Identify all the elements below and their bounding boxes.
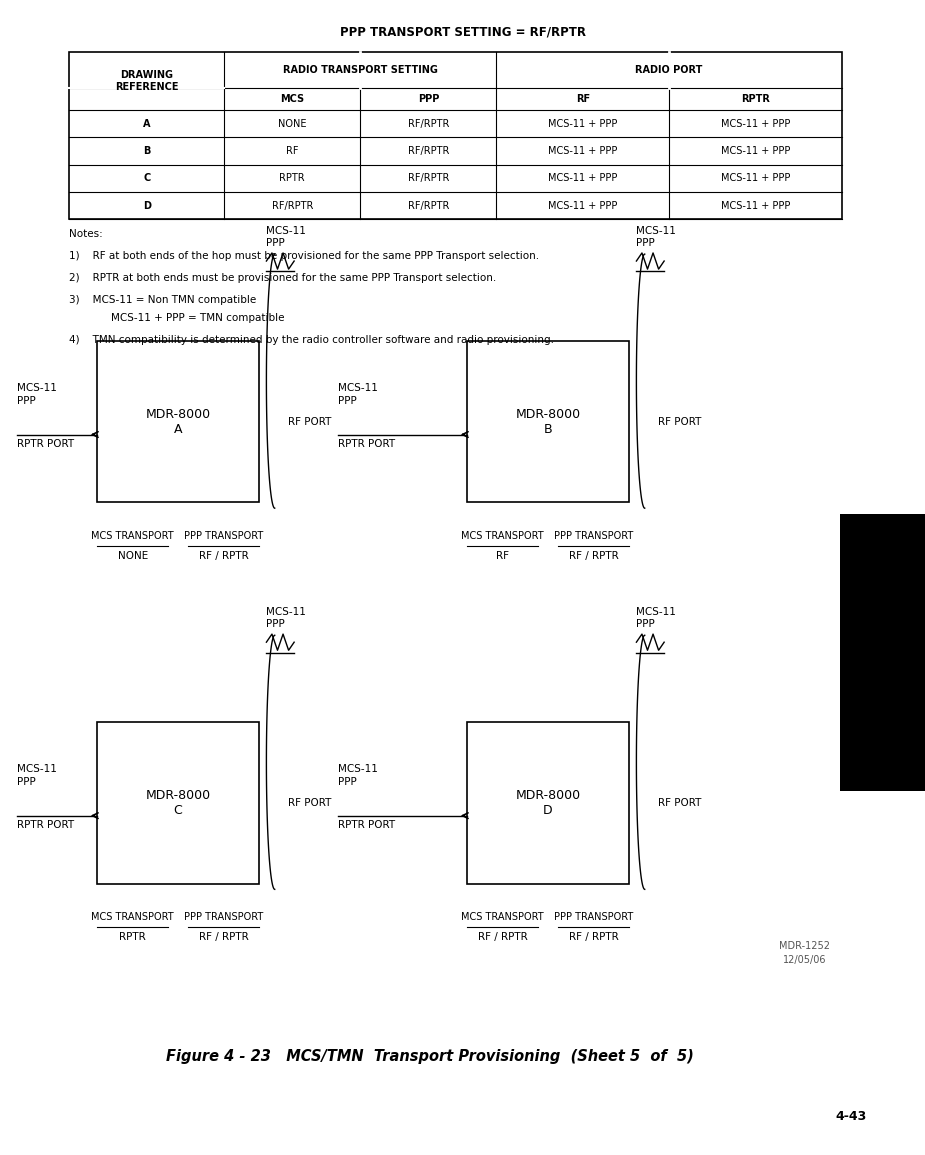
Text: MCS-11 + PPP: MCS-11 + PPP bbox=[548, 146, 617, 156]
Text: RF PORT: RF PORT bbox=[658, 798, 701, 807]
Text: D: D bbox=[142, 201, 151, 210]
Bar bbox=[467, 341, 629, 502]
Text: 2)    RPTR at both ends must be provisioned for the same PPP Transport selection: 2) RPTR at both ends must be provisioned… bbox=[69, 273, 497, 283]
Text: MDR-8000
A: MDR-8000 A bbox=[145, 408, 211, 435]
Text: RF: RF bbox=[496, 551, 510, 561]
Text: RPTR: RPTR bbox=[279, 173, 305, 184]
Text: RF PORT: RF PORT bbox=[658, 417, 701, 426]
Text: MCS-11 + PPP: MCS-11 + PPP bbox=[548, 201, 617, 210]
Text: PPP TRANSPORT: PPP TRANSPORT bbox=[184, 912, 263, 923]
Text: PPP TRANSPORT: PPP TRANSPORT bbox=[554, 531, 633, 542]
Text: MCS TRANSPORT: MCS TRANSPORT bbox=[92, 912, 174, 923]
Text: RF/RPTR: RF/RPTR bbox=[408, 146, 449, 156]
Text: MCS-11 + PPP: MCS-11 + PPP bbox=[721, 146, 790, 156]
Text: MCS TRANSPORT: MCS TRANSPORT bbox=[462, 531, 544, 542]
Bar bbox=[97, 341, 259, 502]
Text: B: B bbox=[143, 146, 151, 156]
Text: RF / RPTR: RF / RPTR bbox=[569, 551, 618, 561]
Text: MCS-11
PPP: MCS-11 PPP bbox=[338, 383, 377, 405]
Text: C: C bbox=[143, 173, 151, 184]
Bar bbox=[840, 514, 925, 791]
Text: MDR-8000
C: MDR-8000 C bbox=[145, 789, 211, 817]
Text: NONE: NONE bbox=[117, 551, 148, 561]
Text: MCS-11
PPP: MCS-11 PPP bbox=[338, 765, 377, 787]
Text: NONE: NONE bbox=[278, 119, 306, 128]
Text: RF/RPTR: RF/RPTR bbox=[272, 201, 313, 210]
Text: RPTR PORT: RPTR PORT bbox=[338, 820, 395, 830]
Text: MCS-11
PPP: MCS-11 PPP bbox=[17, 765, 56, 787]
Text: MCS-11 + PPP: MCS-11 + PPP bbox=[721, 119, 790, 128]
Text: MCS-11
PPP: MCS-11 PPP bbox=[266, 608, 306, 629]
Text: RF: RF bbox=[286, 146, 299, 156]
Text: 4-43: 4-43 bbox=[835, 1110, 867, 1123]
Text: RF/RPTR: RF/RPTR bbox=[408, 201, 449, 210]
Text: 3)    MCS-11 = Non TMN compatible: 3) MCS-11 = Non TMN compatible bbox=[69, 295, 256, 305]
Bar bbox=[467, 722, 629, 884]
Text: 4)    TMN compatibility is determined by the radio controller software and radio: 4) TMN compatibility is determined by th… bbox=[69, 335, 554, 345]
Text: RPTR PORT: RPTR PORT bbox=[338, 439, 395, 449]
Text: RADIO PORT: RADIO PORT bbox=[635, 65, 703, 75]
Text: PPP TRANSPORT SETTING = RF/RPTR: PPP TRANSPORT SETTING = RF/RPTR bbox=[339, 25, 586, 38]
Text: MCS: MCS bbox=[280, 95, 304, 104]
Text: PPP TRANSPORT: PPP TRANSPORT bbox=[184, 531, 263, 542]
Text: 1)    RF at both ends of the hop must be provisioned for the same PPP Transport : 1) RF at both ends of the hop must be pr… bbox=[69, 251, 539, 261]
Text: RPTR PORT: RPTR PORT bbox=[17, 820, 74, 830]
Text: MCS-11
PPP: MCS-11 PPP bbox=[266, 226, 306, 248]
Text: RF / RPTR: RF / RPTR bbox=[199, 932, 248, 942]
Text: RF/RPTR: RF/RPTR bbox=[408, 173, 449, 184]
Text: MCS TRANSPORT: MCS TRANSPORT bbox=[92, 531, 174, 542]
Text: MCS-11
PPP: MCS-11 PPP bbox=[17, 383, 56, 405]
Text: MCS-11
PPP: MCS-11 PPP bbox=[636, 226, 676, 248]
Text: RF PORT: RF PORT bbox=[288, 417, 331, 426]
Text: Figure 4 - 23   MCS/TMN  Transport Provisioning  (Sheet 5  of  5): Figure 4 - 23 MCS/TMN Transport Provisio… bbox=[166, 1050, 694, 1064]
Text: RADIO TRANSPORT SETTING: RADIO TRANSPORT SETTING bbox=[283, 65, 438, 75]
Text: MCS-11 + PPP: MCS-11 + PPP bbox=[548, 119, 617, 128]
Text: MDR-1252
12/05/06: MDR-1252 12/05/06 bbox=[779, 941, 831, 964]
Text: RF PORT: RF PORT bbox=[288, 798, 331, 807]
Text: MCS-11 + PPP: MCS-11 + PPP bbox=[721, 201, 790, 210]
Text: PPP: PPP bbox=[418, 95, 439, 104]
Text: RF / RPTR: RF / RPTR bbox=[478, 932, 527, 942]
Bar bbox=[97, 722, 259, 884]
Text: MCS-11 + PPP = TMN compatible: MCS-11 + PPP = TMN compatible bbox=[111, 313, 285, 323]
Text: RF/RPTR: RF/RPTR bbox=[408, 119, 449, 128]
Text: MCS-11
PPP: MCS-11 PPP bbox=[636, 608, 676, 629]
Text: MCS-11 + PPP: MCS-11 + PPP bbox=[721, 173, 790, 184]
Text: MDR-8000
B: MDR-8000 B bbox=[515, 408, 581, 435]
Bar bbox=[69, 52, 842, 219]
Text: RF / RPTR: RF / RPTR bbox=[199, 551, 248, 561]
Text: RPTR PORT: RPTR PORT bbox=[17, 439, 74, 449]
Text: Notes:: Notes: bbox=[69, 229, 103, 239]
Text: RF: RF bbox=[575, 95, 590, 104]
Text: PPP TRANSPORT: PPP TRANSPORT bbox=[554, 912, 633, 923]
Text: A: A bbox=[143, 119, 151, 128]
Text: RF / RPTR: RF / RPTR bbox=[569, 932, 618, 942]
Text: MDR-8000
D: MDR-8000 D bbox=[515, 789, 581, 817]
Text: MCS TRANSPORT: MCS TRANSPORT bbox=[462, 912, 544, 923]
Text: RPTR: RPTR bbox=[741, 95, 770, 104]
Text: DRAWING
REFERENCE: DRAWING REFERENCE bbox=[115, 69, 179, 92]
Text: MCS-11 + PPP: MCS-11 + PPP bbox=[548, 173, 617, 184]
Text: RPTR: RPTR bbox=[119, 932, 146, 942]
